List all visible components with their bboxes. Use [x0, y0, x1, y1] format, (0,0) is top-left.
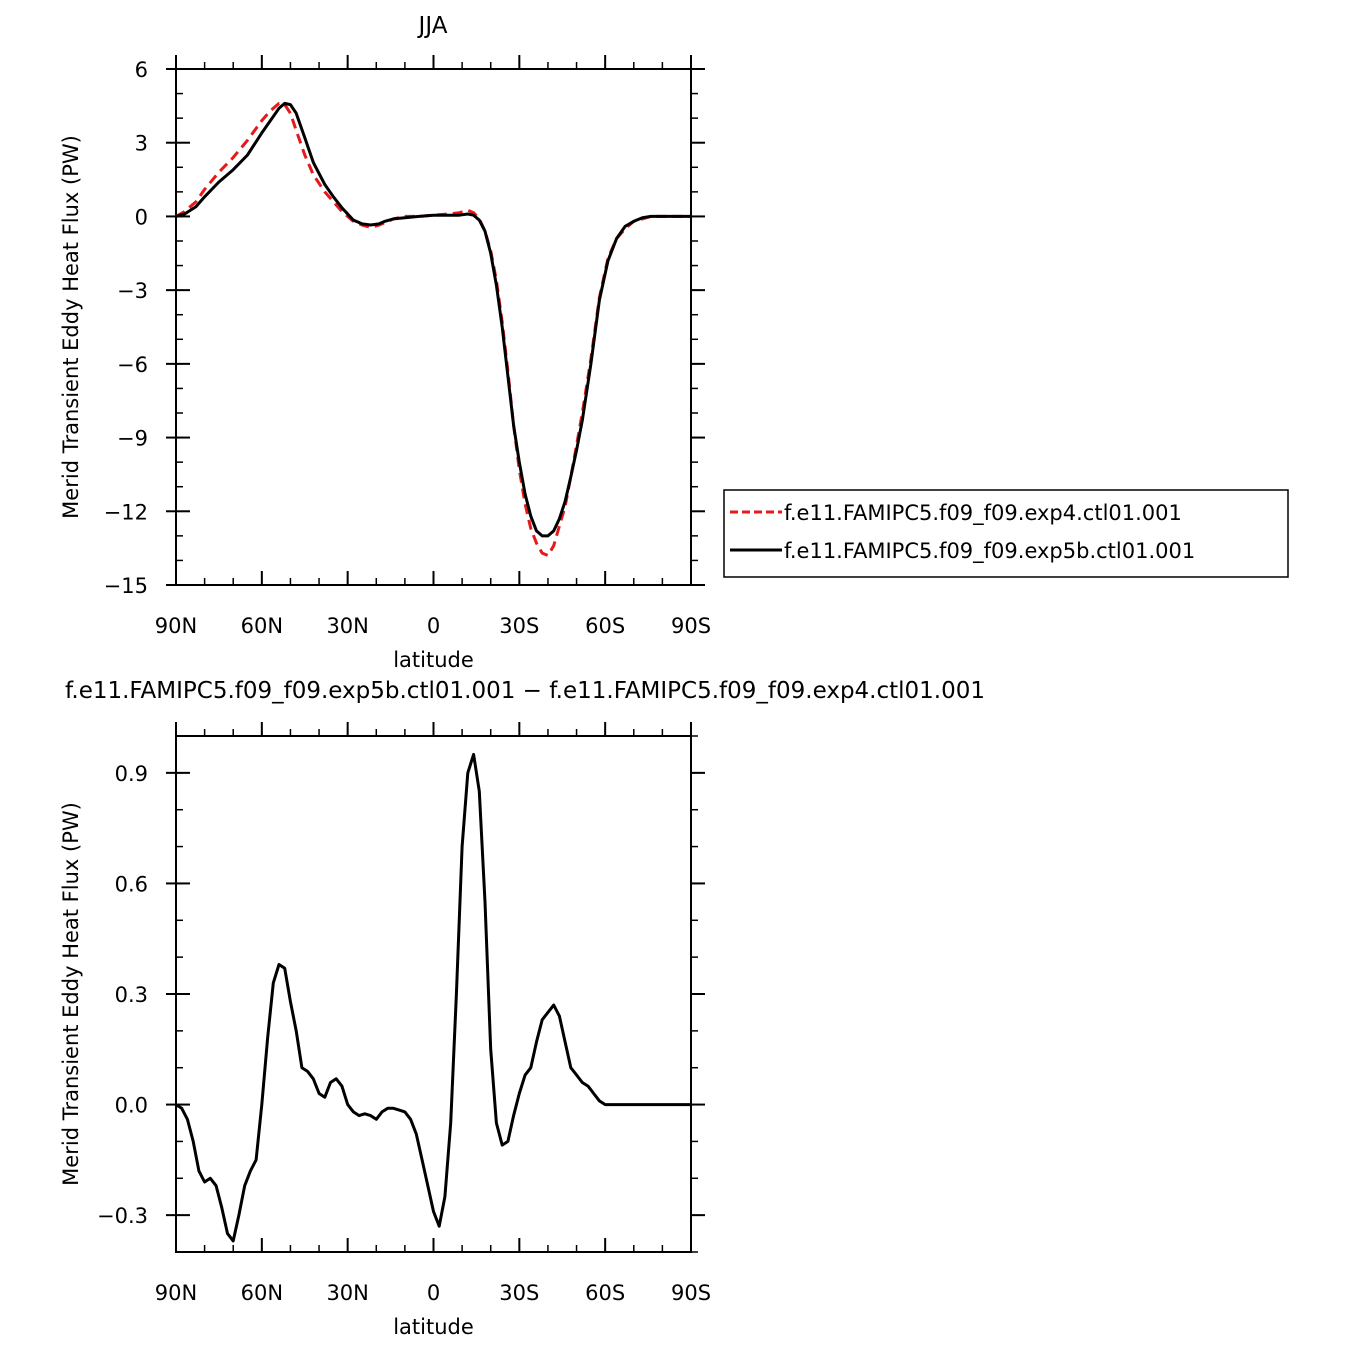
x-tick-label: 60N	[241, 614, 283, 638]
x-axis-label: latitude	[393, 648, 474, 672]
x-tick-label: 30N	[326, 614, 368, 638]
legend-entry-2: f.e11.FAMIPC5.f09_f09.exp5b.ctl01.001	[784, 539, 1195, 564]
x-tick-label: 90N	[155, 1281, 197, 1305]
y-axis-label: Merid Transient Eddy Heat Flux (PW)	[59, 135, 83, 519]
chart-title: JJA	[417, 13, 448, 39]
series-line-1	[175, 101, 691, 557]
y-tick-label: −15	[104, 574, 148, 598]
legend-box	[723, 489, 1289, 578]
y-tick-label: 3	[135, 132, 148, 156]
y-tick-label: 0	[135, 205, 148, 229]
chart-panel-1: JJA 6 3 0 −3 −6 −9 −12 −15 90N 60N 30N 0 30S 60S 90S lat…	[59, 13, 1289, 672]
x-tick-label: 30N	[326, 1281, 368, 1305]
y-tick-label: −0.3	[97, 1204, 148, 1228]
y-tick-label: 0.0	[115, 1094, 148, 1118]
series-line-1	[175, 752, 691, 1243]
plot-frame	[175, 735, 692, 1253]
x-tick-label: 90S	[671, 1281, 711, 1305]
x-tick-label: 0	[427, 614, 440, 638]
y-tick-label: −9	[117, 427, 148, 451]
series-line-2	[175, 101, 691, 538]
x-tick-label: 60S	[585, 1281, 625, 1305]
y-tick-label: −6	[117, 353, 148, 377]
y-tick-label: 0.3	[115, 983, 148, 1007]
legend: f.e11.FAMIPC5.f09_f09.exp4.ctl01.001 f.e1…	[723, 489, 1289, 578]
y-tick-label: 6	[135, 58, 148, 82]
x-tick-label: 60S	[585, 614, 625, 638]
x-tick-label: 0	[427, 1281, 440, 1305]
chart-title: f.e11.FAMIPC5.f09_f09.exp5b.ctl01.001 − …	[65, 678, 985, 704]
y-tick-label: −3	[117, 279, 148, 303]
y-tick-label: 0.6	[115, 872, 148, 896]
x-tick-label: 90N	[155, 614, 197, 638]
x-tick-label: 30S	[499, 614, 539, 638]
legend-entry-1: f.e11.FAMIPC5.f09_f09.exp4.ctl01.001	[784, 501, 1182, 526]
x-tick-label: 90S	[671, 614, 711, 638]
y-tick-label: 0.9	[115, 762, 148, 786]
x-axis-label: latitude	[393, 1315, 474, 1339]
chart-panel-2: f.e11.FAMIPC5.f09_f09.exp5b.ctl01.001 − …	[59, 678, 985, 1339]
y-axis-label: Merid Transient Eddy Heat Flux (PW)	[59, 802, 83, 1186]
x-tick-label: 30S	[499, 1281, 539, 1305]
y-tick-label: −12	[104, 500, 148, 524]
x-tick-label: 60N	[241, 1281, 283, 1305]
